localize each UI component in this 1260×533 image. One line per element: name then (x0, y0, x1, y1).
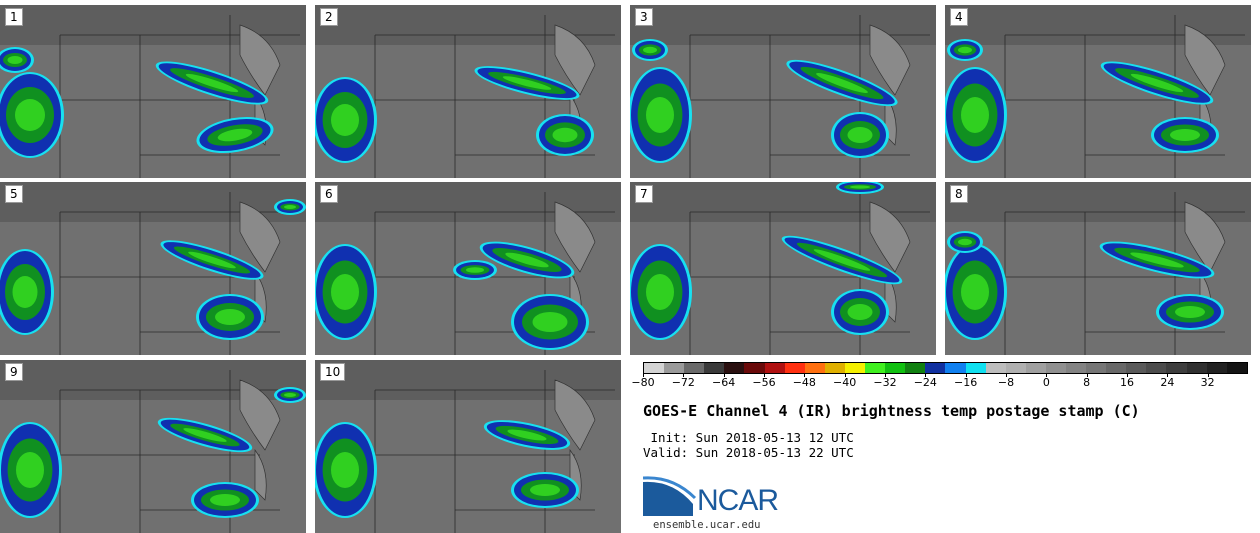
colorbar-swatch (925, 363, 946, 373)
colorbar-swatch (824, 363, 845, 373)
colorbar-swatch (1146, 363, 1167, 373)
postage-stamp-panel: 5 (0, 182, 306, 355)
colorbar-swatch (704, 363, 725, 373)
tick-label: 24 (1160, 376, 1175, 389)
colorbar-swatch (1206, 363, 1227, 373)
tick-label: 16 (1120, 376, 1134, 389)
tick-label: −8 (997, 376, 1015, 389)
colorbar-swatch (664, 363, 685, 373)
colorbar-swatch (1126, 363, 1147, 373)
colorbar-swatch (784, 363, 805, 373)
panel-number: 3 (635, 8, 653, 26)
colorbar-swatch (885, 363, 906, 373)
colorbar-swatch (804, 363, 825, 373)
colorbar-swatch (985, 363, 1006, 373)
tick-label: −32 (873, 376, 897, 389)
tick-mark (885, 374, 886, 377)
panel-number: 8 (950, 185, 968, 203)
postage-stamp-panel: 4 (945, 5, 1251, 178)
tick-mark (844, 374, 846, 377)
tick-mark (925, 374, 927, 377)
colorbar-swatch (1186, 363, 1207, 373)
ncar-logo-text: NCAR (697, 484, 779, 517)
panel-number: 4 (950, 8, 968, 26)
tick-mark (1006, 374, 1007, 377)
tick-label: −64 (712, 376, 736, 389)
tick-mark (683, 374, 685, 377)
tick-label: 32 (1200, 376, 1215, 389)
tick-label: −48 (792, 376, 816, 389)
colorbar-swatch (764, 363, 785, 373)
colorbar-swatch (905, 363, 926, 373)
colorbar-swatch (1005, 363, 1026, 373)
tick-mark (1046, 374, 1048, 377)
colorbar-swatch (1166, 363, 1187, 373)
tick-mark (723, 374, 725, 377)
panel-number: 6 (320, 185, 338, 203)
tick-label: −72 (671, 376, 695, 389)
panel-number: 5 (5, 185, 23, 203)
tick-label: −16 (954, 376, 978, 389)
colorbar-swatch (1065, 363, 1087, 373)
tick-mark (1167, 374, 1169, 377)
init-time: Init: Sun 2018-05-13 12 UTC (643, 430, 854, 445)
tick-mark (1086, 374, 1088, 377)
postage-stamp-panel: 3 (630, 5, 936, 178)
colorbar-ticks: −80 −72 −64 −56 −48 −40 −32 −24 −16 −8 0 8 16 24 32 (631, 374, 1248, 396)
colorbar-swatch (1025, 363, 1046, 373)
ncar-url: ensemble.ucar.edu (653, 519, 761, 531)
panel-number: 1 (5, 8, 23, 26)
colorbar-swatch (865, 363, 886, 373)
panel-number: 9 (5, 363, 23, 381)
tick-label: −56 (752, 376, 776, 389)
tick-mark (1207, 374, 1209, 377)
tick-label: 8 (1083, 376, 1091, 389)
ncar-logo-icon (643, 476, 697, 516)
tick-label: −24 (913, 376, 937, 389)
postage-stamp-panel: 1 (0, 5, 306, 178)
tick-mark (1127, 374, 1128, 377)
tick-mark (643, 374, 644, 377)
tick-mark (764, 374, 765, 377)
colorbar-swatch (684, 363, 705, 373)
postage-stamp-panel: 10 (315, 360, 621, 533)
panel-number: 2 (320, 8, 338, 26)
panel-number: 7 (635, 185, 653, 203)
postage-stamp-panel: 8 (945, 182, 1251, 355)
colorbar-swatch (644, 363, 665, 373)
colorbar-swatch (1106, 363, 1127, 373)
tick-mark (804, 374, 806, 377)
postage-stamp-panel: 7 (630, 182, 936, 355)
colorbar-swatch (724, 363, 745, 373)
postage-stamp-panel: 2 (315, 5, 621, 178)
tick-label: 0 (1042, 376, 1050, 389)
colorbar-swatch (744, 363, 765, 373)
panel-number: 10 (320, 363, 346, 381)
tick-label: −80 (631, 376, 655, 389)
tick-label: −40 (833, 376, 857, 389)
colorbar-swatch (1226, 363, 1247, 373)
figure-title: GOES-E Channel 4 (IR) brightness temp po… (643, 402, 1140, 420)
colorbar-swatch (945, 363, 966, 373)
colorbar-swatch (844, 363, 866, 373)
colorbar-swatch (965, 363, 986, 373)
postage-stamp-panel: 9 (0, 360, 306, 533)
colorbar (643, 362, 1248, 374)
colorbar-swatch (1086, 363, 1107, 373)
colorbar-swatch (1045, 363, 1066, 373)
valid-time: Valid: Sun 2018-05-13 22 UTC (643, 445, 854, 460)
postage-stamp-panel: 6 (315, 182, 621, 355)
tick-mark (965, 374, 967, 377)
